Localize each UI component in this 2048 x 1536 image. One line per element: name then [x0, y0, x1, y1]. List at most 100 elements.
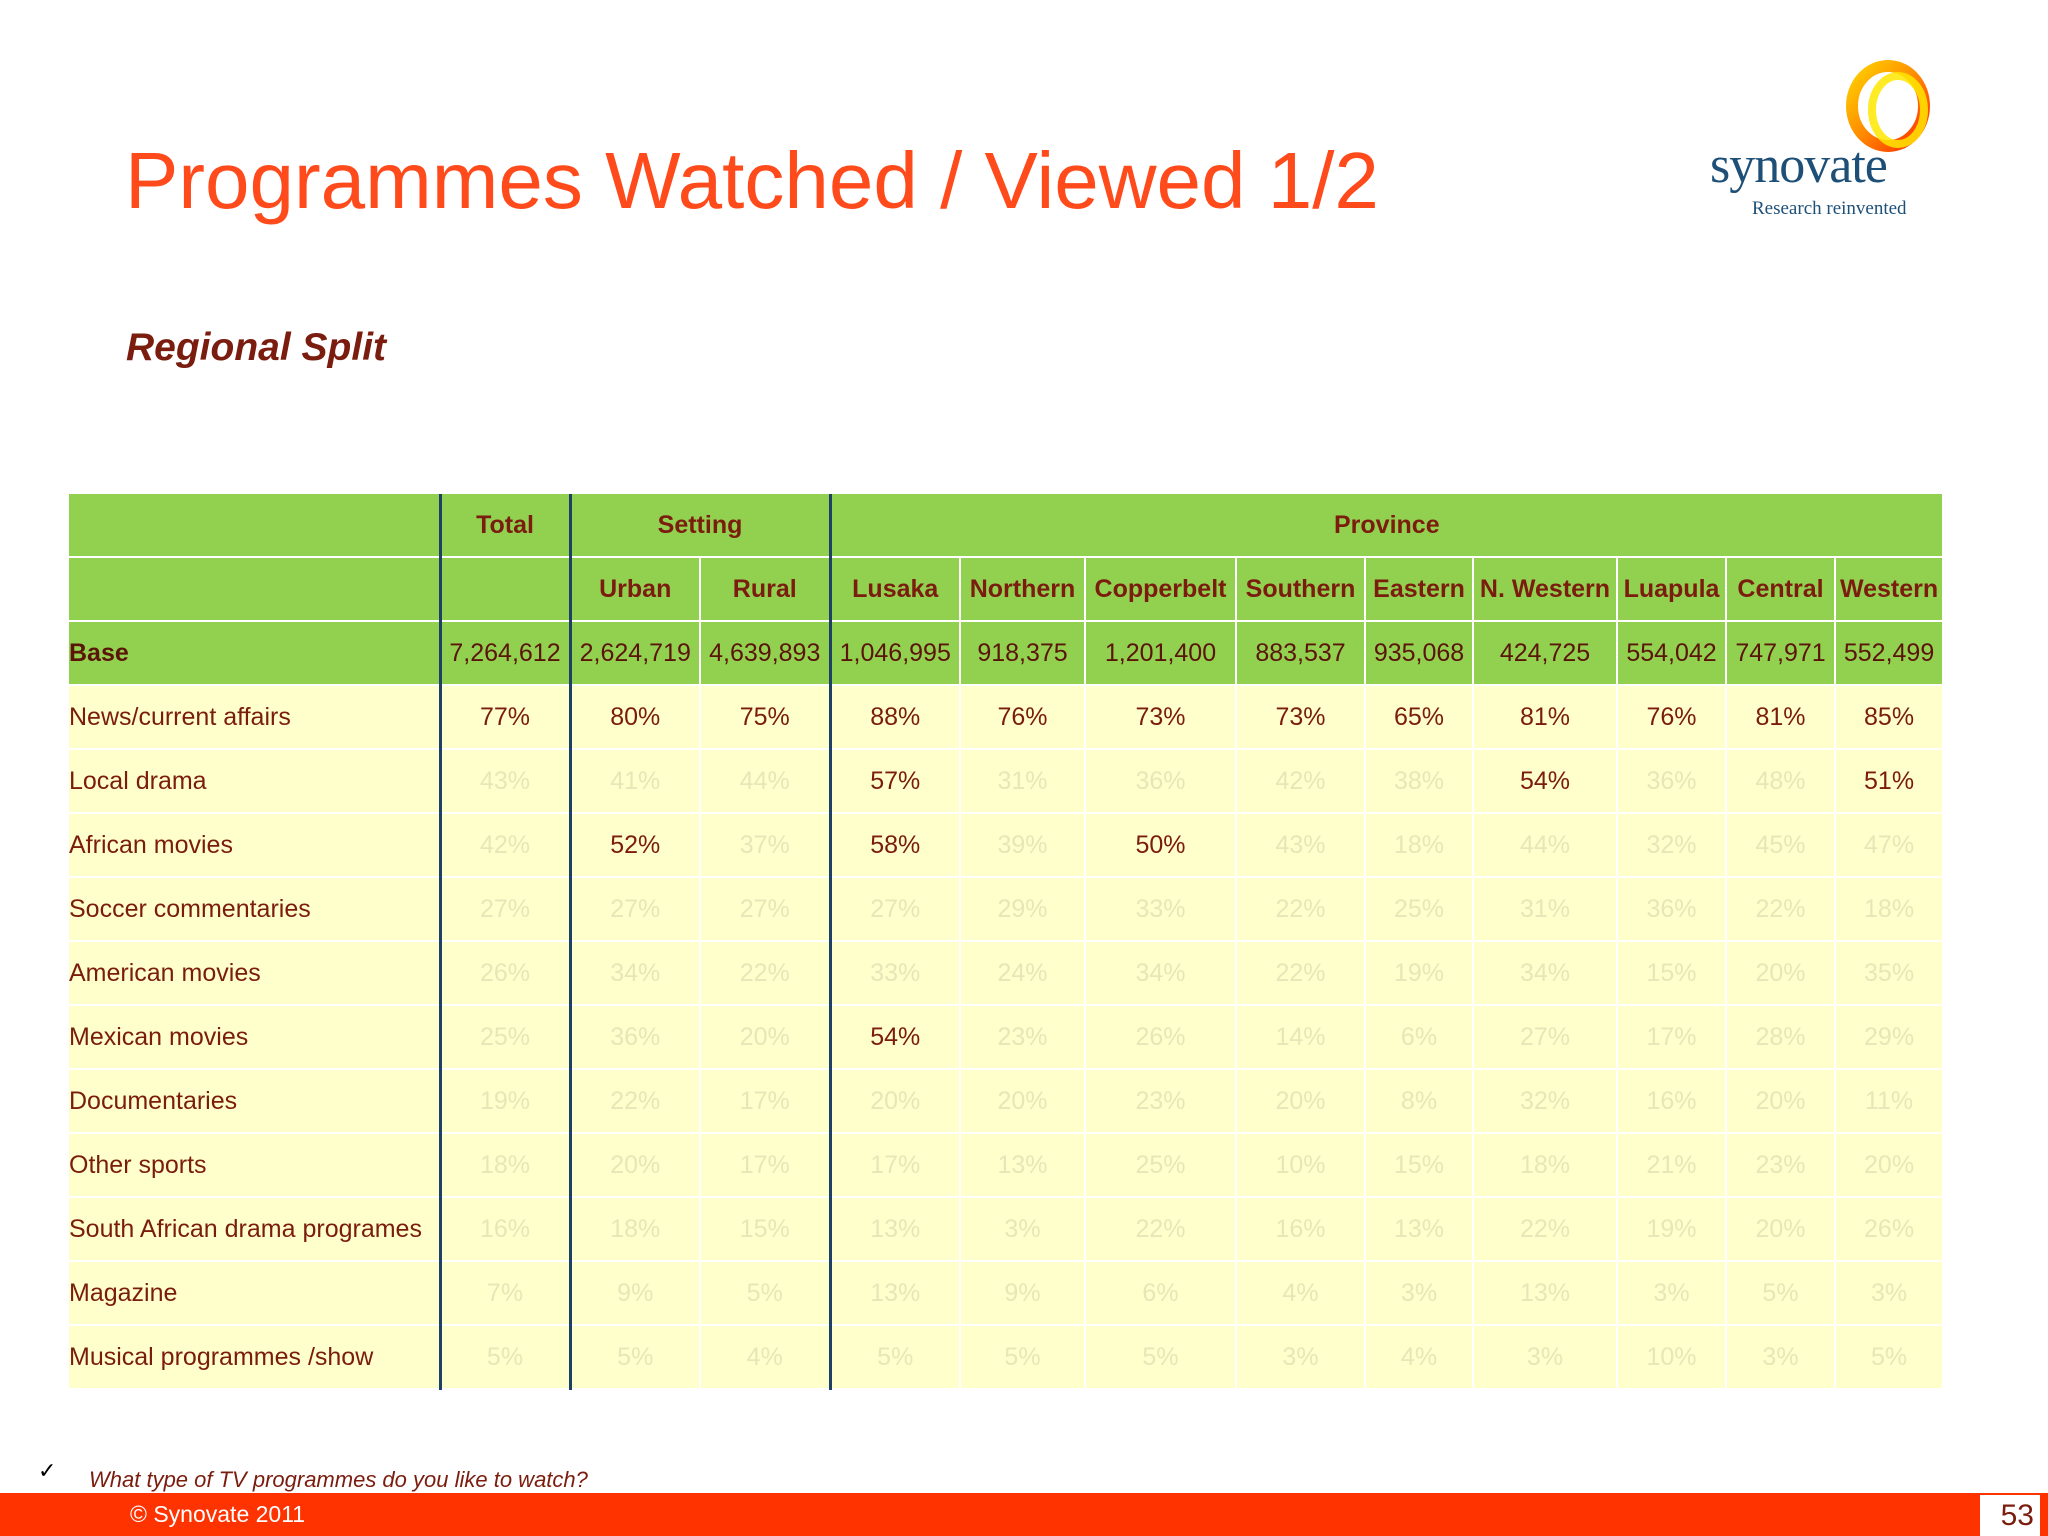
table-cell: 3% [1473, 1325, 1618, 1390]
row-label: Documentaries [69, 1069, 441, 1134]
check-icon: ✓ [38, 1458, 57, 1483]
table-cell: 81% [1473, 685, 1618, 750]
table-cell: 17% [700, 1069, 831, 1134]
table-cell: 4% [1365, 1325, 1474, 1390]
table-cell: 54% [828, 1005, 961, 1070]
base-value: 1,201,400 [1085, 621, 1237, 686]
base-value: 554,042 [1617, 621, 1727, 686]
table-cell: 22% [1726, 877, 1836, 942]
table-cell: 32% [1473, 1069, 1618, 1134]
table-row: Magazine 7% 9% 5% 13% 9% 6% 4% 3% 13% 3% 5% 3% [69, 1261, 1945, 1326]
table-cell: 15% [1617, 941, 1727, 1006]
table-row: American movies 26% 34% 22% 33% 24% 34% 22% 19% 3… [69, 941, 1945, 1006]
table-cell: 16% [438, 1197, 571, 1262]
table-cell: 57% [828, 749, 961, 814]
total-header: Total [438, 494, 571, 558]
row-label: Musical programmes /show [69, 1325, 441, 1390]
table-cell: 37% [700, 813, 831, 878]
table-cell: 24% [960, 941, 1086, 1006]
table-cell: 20% [1835, 1133, 1945, 1198]
base-value: 4,639,893 [700, 621, 831, 686]
table-cell: 5% [568, 1325, 701, 1390]
table-cell: 50% [1085, 813, 1237, 878]
table-cell: 31% [1473, 877, 1618, 942]
table-cell: 44% [700, 749, 831, 814]
slide-title: Programmes Watched / Viewed 1/2 [125, 136, 1379, 225]
table-cell: 6% [1085, 1261, 1237, 1326]
table-cell: 51% [1835, 749, 1945, 814]
table-cell: 10% [1236, 1133, 1366, 1198]
table-cell: 22% [1236, 877, 1366, 942]
base-value: 918,375 [960, 621, 1086, 686]
table-cell: 4% [1236, 1261, 1366, 1326]
row-label: Other sports [69, 1133, 441, 1198]
table-cell: 11% [1835, 1069, 1945, 1134]
table-cell: 22% [700, 941, 831, 1006]
table-cell: 75% [700, 685, 831, 750]
table-cell: 8% [1365, 1069, 1474, 1134]
table-cell: 22% [1236, 941, 1366, 1006]
table-cell: 88% [828, 685, 961, 750]
table-cell: 22% [1085, 1197, 1237, 1262]
table-cell: 27% [700, 877, 831, 942]
table-cell: 10% [1617, 1325, 1727, 1390]
table-cell: 20% [568, 1133, 701, 1198]
table-cell: 20% [828, 1069, 961, 1134]
table-cell: 5% [828, 1325, 961, 1390]
table-cell: 23% [1726, 1133, 1836, 1198]
table-cell: 5% [700, 1261, 831, 1326]
table-cell: 3% [960, 1197, 1086, 1262]
table-cell: 19% [438, 1069, 571, 1134]
row-label: Soccer commentaries [69, 877, 441, 942]
table-cell: 5% [438, 1325, 571, 1390]
question-footnote: What type of TV programmes do you like t… [89, 1467, 588, 1492]
copyright: © Synovate 2011 [130, 1501, 306, 1527]
table-cell: 81% [1726, 685, 1836, 750]
table-cell: 20% [1726, 941, 1836, 1006]
column-header: Luapula [1617, 557, 1727, 622]
table-cell: 4% [700, 1325, 831, 1390]
table-cell: 38% [1365, 749, 1474, 814]
table-cell: 77% [438, 685, 571, 750]
column-header-row: Urban Rural Lusaka Northern Copperbelt Southe… [69, 557, 1945, 622]
table-cell: 42% [438, 813, 571, 878]
table-cell: 19% [1365, 941, 1474, 1006]
table-cell: 18% [1365, 813, 1474, 878]
row-label: Base [69, 621, 441, 686]
table-cell: 31% [960, 749, 1086, 814]
table-cell: 5% [1835, 1325, 1945, 1390]
table-row: News/current affairs 77% 80% 75% 88% 76% 73% 73… [69, 685, 1945, 750]
column-header: Rural [700, 557, 831, 622]
row-label: African movies [69, 813, 441, 878]
column-header: Urban [568, 557, 701, 622]
synovate-ring-icon [1846, 60, 1930, 152]
table-cell: 36% [1085, 749, 1237, 814]
table-cell: 36% [1617, 749, 1727, 814]
table-cell: 22% [1473, 1197, 1618, 1262]
table-cell: 20% [1726, 1197, 1836, 1262]
table-cell: 21% [1617, 1133, 1727, 1198]
table-cell: 18% [568, 1197, 701, 1262]
row-label: Magazine [69, 1261, 441, 1326]
table-cell: 13% [1473, 1261, 1618, 1326]
empty-header-cell [69, 557, 441, 622]
table-cell: 52% [568, 813, 701, 878]
table-cell: 27% [438, 877, 571, 942]
table-row: Local drama 43% 41% 44% 57% 31% 36% 42% 38% 54% 36… [69, 749, 1945, 814]
base-value: 935,068 [1365, 621, 1474, 686]
table-cell: 9% [568, 1261, 701, 1326]
table-cell: 5% [1085, 1325, 1237, 1390]
table-cell: 20% [1726, 1069, 1836, 1134]
table-row: Documentaries 19% 22% 17% 20% 20% 23% 20% 8% 32% 1… [69, 1069, 1945, 1134]
table-row: Other sports 18% 20% 17% 17% 13% 25% 10% 15% 18% 2… [69, 1133, 1945, 1198]
table-cell: 41% [568, 749, 701, 814]
table-cell: 9% [960, 1261, 1086, 1326]
base-value: 883,537 [1236, 621, 1366, 686]
row-label: American movies [69, 941, 441, 1006]
table-row: African movies 42% 52% 37% 58% 39% 50% 43% 18% 44… [69, 813, 1945, 878]
table-cell: 14% [1236, 1005, 1366, 1070]
table-cell: 3% [1617, 1261, 1727, 1326]
group-header-row: Total Setting Province [69, 494, 1945, 558]
table-cell: 15% [700, 1197, 831, 1262]
table-cell: 5% [960, 1325, 1086, 1390]
